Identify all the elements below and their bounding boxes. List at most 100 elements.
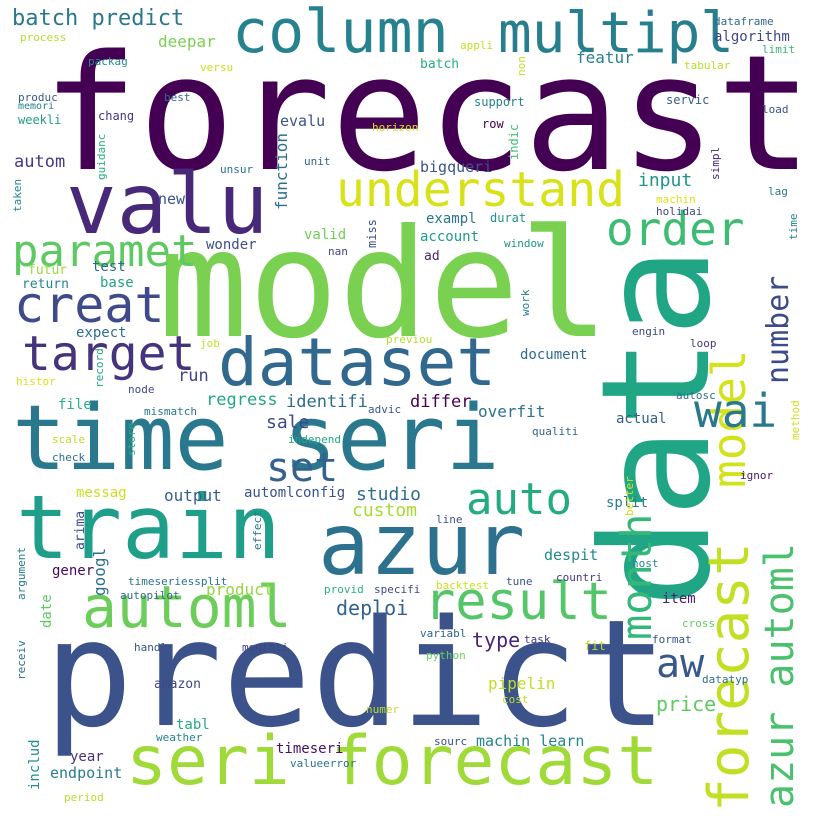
word-multipl: multipl <box>498 1 735 66</box>
word-product: product <box>206 580 274 599</box>
word-studio: studio <box>356 484 422 505</box>
word-order: order <box>606 202 745 256</box>
word-batch: batch <box>420 57 460 72</box>
word-loop: loop <box>690 337 717 350</box>
word-mismatch: mismatch <box>144 405 197 418</box>
word-messag: messag <box>76 485 127 501</box>
word-unsur: unsur <box>220 163 254 176</box>
word-task: task <box>524 633 551 646</box>
word-split: split <box>606 495 649 511</box>
word-format: format <box>652 633 692 646</box>
word-time: time <box>787 213 800 241</box>
word-amazon: amazon <box>154 677 201 692</box>
word-includ: includ <box>27 739 43 790</box>
word-line: line <box>436 513 463 526</box>
word-output: output <box>164 486 222 505</box>
word-tune: tune <box>506 575 533 588</box>
word-specifi: specifi <box>374 583 421 596</box>
word-result: result <box>424 572 612 632</box>
word-indic: indic <box>507 123 521 160</box>
word-method: method <box>789 400 802 440</box>
word-automl: automl <box>82 573 292 641</box>
word-record: record <box>93 348 106 388</box>
word-featur: featur <box>576 48 634 67</box>
word-automlconfig: automlconfig <box>244 485 346 501</box>
word-best: best <box>164 91 191 104</box>
word-machin-learn: machin learn <box>476 732 585 750</box>
word-type: type <box>472 628 521 652</box>
word-process: process <box>20 31 67 44</box>
word-autosc: autosc <box>676 389 716 402</box>
word-non: non <box>515 56 528 76</box>
word-row: row <box>482 117 504 131</box>
word-histor: histor <box>16 375 56 388</box>
word-miss: miss <box>365 219 379 248</box>
word-autom: autom <box>14 152 66 172</box>
word-input: input <box>638 170 693 191</box>
word-year: year <box>70 749 104 765</box>
word-sale: sale <box>266 412 310 433</box>
word-guidanc: guidanc <box>95 133 108 180</box>
word-valid: valid <box>304 227 347 243</box>
word-set: set <box>266 445 339 491</box>
word-paramet: paramet <box>12 226 198 277</box>
word-deploi: deploi <box>336 596 409 620</box>
word-tabl: tabl <box>176 717 210 733</box>
word-weather: weather <box>156 731 203 744</box>
word-test: test <box>92 259 126 275</box>
word-better: better <box>623 476 636 516</box>
word-arima: arima <box>73 510 88 550</box>
word-wonder: wonder <box>206 237 257 253</box>
word-handl: handl <box>134 641 168 654</box>
word-unit: unit <box>304 155 331 168</box>
word-nan: nan <box>328 245 348 258</box>
word-target: target <box>22 326 196 382</box>
word-horizon: horizon <box>372 121 419 134</box>
word-scale: scale <box>52 433 86 446</box>
word-previou: previou <box>386 333 433 346</box>
word-column: column <box>232 0 449 67</box>
word-weekli: weekli <box>18 113 62 127</box>
word-python: python <box>426 649 466 662</box>
word-effect: effect <box>251 510 264 550</box>
word-produc: produc <box>18 91 58 104</box>
word-engin: engin <box>632 325 666 338</box>
word-durat: durat <box>490 211 527 225</box>
word-provid: provid <box>324 583 364 596</box>
word-ad: ad <box>424 249 440 264</box>
word-actual: actual <box>616 411 667 427</box>
word-document: document <box>520 347 588 363</box>
word-dataframe: dataframe <box>714 15 774 28</box>
word-gener: gener <box>52 563 95 579</box>
word-despit: despit <box>544 546 599 564</box>
word-valueerror: valueerror <box>290 757 357 770</box>
word-custom: custom <box>352 500 418 521</box>
word-simpl: simpl <box>709 146 722 180</box>
word-store: store <box>125 422 138 456</box>
word-pipelin: pipelin <box>488 674 556 693</box>
word-azur: azur <box>318 495 526 595</box>
word-item: item <box>662 591 696 607</box>
word-support: support <box>474 95 525 109</box>
word-date: date <box>39 594 55 628</box>
word-backtest: backtest <box>436 579 489 592</box>
word-account: account <box>420 229 480 245</box>
word-base: base <box>100 275 134 291</box>
word-variabl: variabl <box>420 627 467 640</box>
word-understand: understand <box>336 162 625 218</box>
word-run: run <box>178 366 209 386</box>
word-differ: differ <box>410 392 472 412</box>
word-return: return <box>22 277 69 292</box>
word-expect: expect <box>76 325 127 341</box>
word-seri-forecast: seri forecast <box>126 722 659 801</box>
word-argument: argument <box>15 547 28 600</box>
word-function: function <box>272 132 291 210</box>
word-train: train <box>16 476 281 579</box>
word-lag: lag <box>768 185 788 198</box>
word-machin: machin <box>656 193 696 206</box>
word-timeseriessplit: timeseriessplit <box>128 575 228 588</box>
word-qualiti: qualiti <box>532 425 579 438</box>
word-regress: regress <box>206 390 278 410</box>
word-forecast: forecast <box>42 20 813 207</box>
